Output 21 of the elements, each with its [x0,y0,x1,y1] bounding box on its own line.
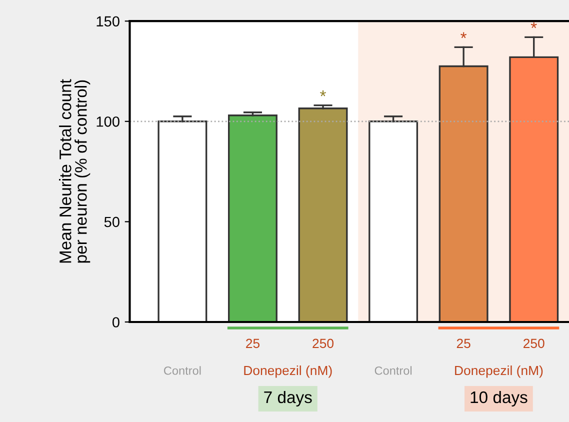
y-tick-label: 100 [96,116,120,127]
data-label: * [460,32,467,38]
x-tick-label: Control [374,366,412,375]
text: Donepezil (nM) [455,365,543,378]
y-tick-label: 50 [104,216,120,228]
y-tick-label: 0 [112,317,120,328]
bar [228,114,278,322]
x-tick-label: 250 [312,338,334,348]
y-axis-title: Mean Neurite Total count per neuron (% of control) [59,79,90,263]
data-label: * [320,90,326,96]
data-label: * [530,22,537,28]
bar [298,108,348,322]
y-tick-label: 150 [96,16,120,27]
bar [368,120,418,322]
x-tick-label: 25 [456,338,470,348]
x-tick-label: 25 [246,338,260,348]
x-tick-label: Control [164,366,201,375]
text: 7 days [264,390,312,406]
text: Donepezil (nM) [244,365,332,378]
text: 10 days [470,390,528,406]
x-tick-label: 250 [524,338,544,348]
